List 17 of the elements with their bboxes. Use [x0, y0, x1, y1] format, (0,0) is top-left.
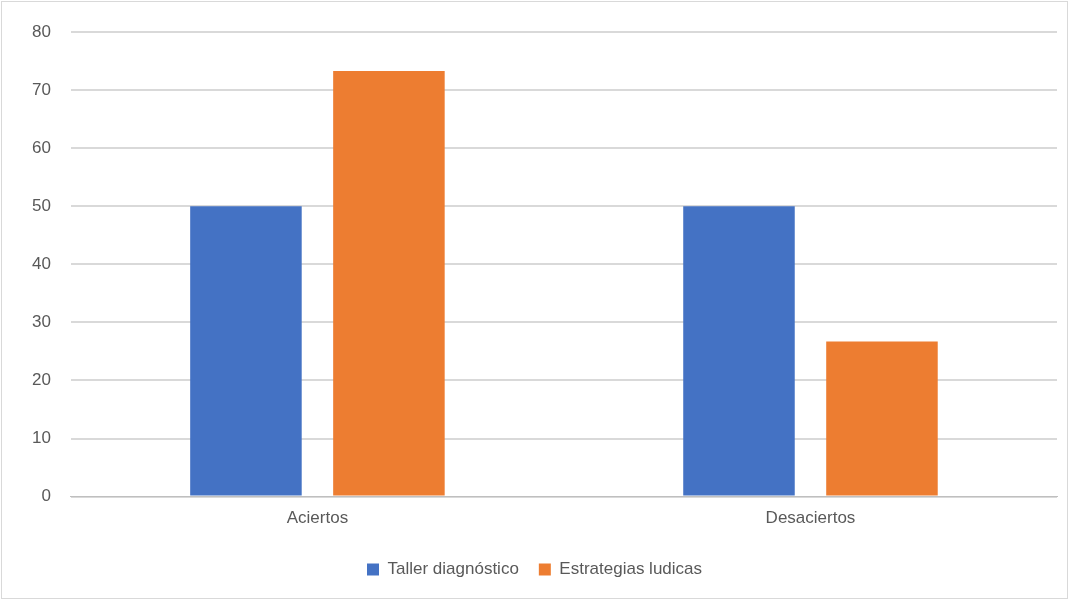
y-tick-label: 20 [31, 370, 51, 390]
bar [190, 206, 302, 496]
y-tick-label: 70 [31, 79, 51, 99]
bar [683, 206, 795, 496]
y-tick-label: 60 [31, 137, 51, 157]
y-tick-label: 10 [31, 428, 51, 448]
x-tick-label: Desaciertos [765, 508, 856, 528]
legend-label: Taller diagnóstico [387, 559, 519, 579]
bar [826, 341, 938, 496]
legend-label: Estrategias ludicas [559, 559, 703, 579]
y-tick-label: 50 [31, 196, 51, 216]
y-tick-label: 80 [31, 21, 51, 41]
y-tick-label: 40 [31, 254, 51, 274]
y-tick-label: 30 [31, 312, 51, 332]
y-tick-label: 0 [41, 486, 51, 506]
bar [333, 71, 445, 496]
x-tick-label: Aciertos [286, 508, 349, 528]
